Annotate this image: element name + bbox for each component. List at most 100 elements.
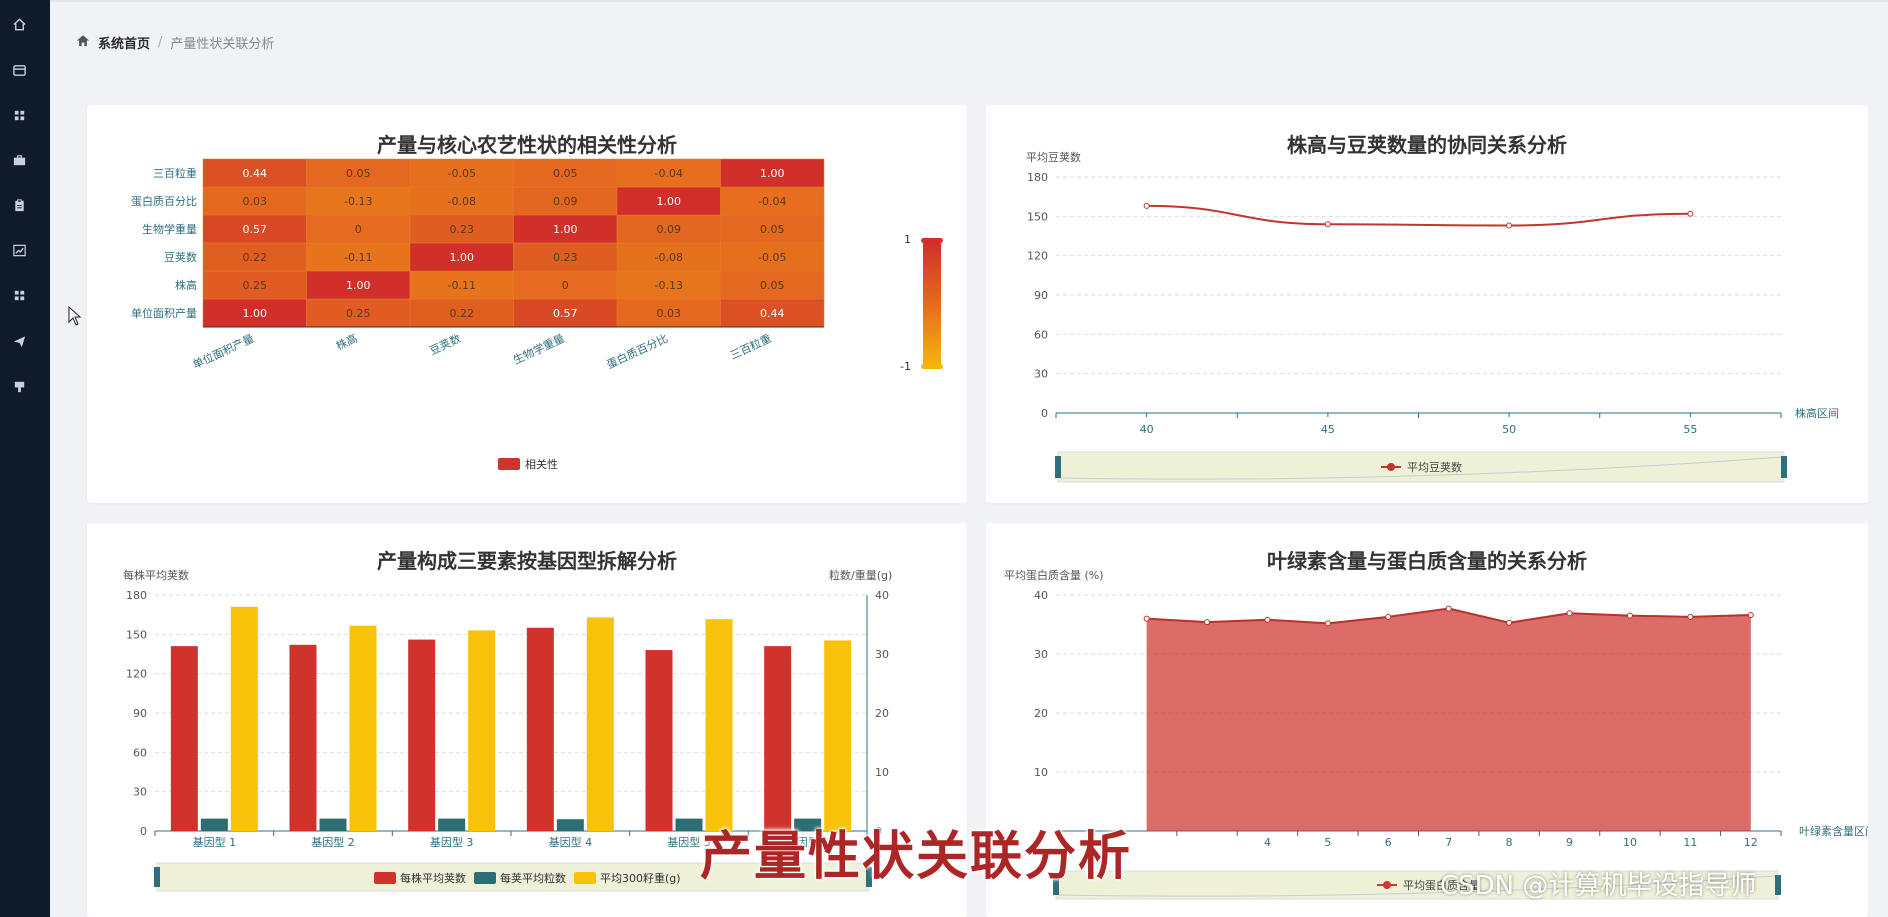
heatmap-cell-label: 1.00 — [450, 251, 475, 264]
line-x-tick: 55 — [1683, 423, 1697, 436]
bar-series-2 — [706, 619, 733, 831]
clipboard-icon[interactable] — [8, 194, 30, 216]
watermark: CSDN @计算机毕设指导师 — [1440, 865, 1756, 902]
heatmap-cell-label: -0.04 — [655, 167, 683, 180]
line-x-axis-label: 株高区间 — [1795, 406, 1839, 420]
sidebar — [0, 0, 50, 917]
bar-y-tick-left: 90 — [133, 707, 147, 720]
area-y-axis-label: 平均蛋白质含量 (%) — [1004, 568, 1104, 582]
visual-map-min: -1 — [900, 360, 911, 373]
area-x-axis-label: 叶绿素含量区间 — [1799, 824, 1868, 838]
line-chart-icon[interactable] — [8, 239, 30, 261]
bar-y-tick-left: 60 — [133, 746, 147, 759]
line-zoom-handle-right — [1781, 456, 1787, 478]
heatmap-x-label: 生物学重量 — [511, 331, 567, 367]
heatmap-cell-label: -0.08 — [655, 251, 683, 264]
heatmap-cell-label: 0.25 — [243, 279, 268, 292]
area-point — [1446, 606, 1451, 611]
line-y-tick: 60 — [1034, 328, 1048, 341]
heatmap-cell-label: 0.09 — [657, 223, 682, 236]
area-x-tick: 4 — [1264, 836, 1271, 849]
heatmap-y-label: 豆荚数 — [164, 250, 197, 264]
area-point — [1567, 611, 1572, 616]
line-legend-marker — [1387, 463, 1395, 471]
area-x-tick: 11 — [1683, 836, 1697, 849]
heatmap-x-label: 单位面积产量 — [190, 331, 256, 372]
heatmap-cell-label: 1.00 — [243, 307, 268, 320]
mouse-cursor-icon — [68, 306, 82, 330]
bar-y-axis-label-right: 粒数/重量(g) — [829, 568, 892, 582]
heatmap-cell-label: -0.13 — [344, 195, 372, 208]
bar-x-tick: 基因型 3 — [430, 835, 474, 849]
bar-series-0 — [290, 645, 317, 831]
home-icon[interactable] — [8, 13, 30, 35]
area-y-tick: 20 — [1034, 707, 1048, 720]
line-point — [1507, 223, 1512, 228]
area-fill — [1147, 609, 1751, 831]
breadcrumb-separator: / — [158, 35, 162, 50]
bar-series-0 — [171, 646, 198, 831]
heatmap-y-label: 蛋白质百分比 — [131, 194, 197, 208]
bar-legend-label-1: 每荚平均粒数 — [500, 871, 566, 885]
bar-series-1 — [676, 819, 703, 831]
line-legend-label: 平均豆荚数 — [1407, 460, 1462, 474]
area-point — [1265, 617, 1270, 622]
area-zoom-handle-right — [1775, 875, 1781, 895]
area-point — [1627, 613, 1632, 618]
area-legend-marker — [1383, 881, 1391, 889]
bar-y-tick-right: 10 — [875, 766, 889, 779]
line-point — [1688, 211, 1693, 216]
heatmap-cell-label: -0.13 — [655, 279, 683, 292]
breadcrumb-home[interactable]: 系统首页 — [98, 33, 150, 52]
heatmap-cell-label: 0.25 — [346, 307, 371, 320]
area-point — [1205, 620, 1210, 625]
grid-icon[interactable] — [8, 104, 30, 126]
bar-series-2 — [231, 607, 258, 831]
home-icon[interactable] — [76, 34, 90, 51]
heatmap-cell-label: 0 — [562, 279, 569, 292]
line-y-tick: 180 — [1027, 171, 1048, 184]
heatmap-y-label: 单位面积产量 — [131, 306, 197, 320]
area-point — [1748, 613, 1753, 618]
heatmap-cell-label: 0.03 — [243, 195, 268, 208]
heatmap-x-label: 蛋白质百分比 — [604, 331, 670, 372]
area-point — [1688, 614, 1693, 619]
bar-series-1 — [438, 819, 465, 831]
heatmap-chart[interactable]: 1.00 0.25 0.22 0.57 0.03 0.44 0.25 1.00 -0.11 0 -0… — [87, 105, 967, 503]
bar-y-tick-left: 120 — [126, 668, 147, 681]
briefcase-icon[interactable] — [8, 149, 30, 171]
line-y-tick: 120 — [1027, 250, 1048, 263]
line-card: 株高与豆荚数量的协同关系分析 0 30 60 90 120 150 180 40 45 50 55 平… — [986, 105, 1868, 503]
line-y-tick: 90 — [1034, 289, 1048, 302]
line-x-tick: 45 — [1321, 423, 1335, 436]
visual-map-max: 1 — [904, 233, 911, 246]
area-x-tick: 9 — [1566, 836, 1573, 849]
area-x-tick: 10 — [1623, 836, 1637, 849]
bar-x-tick: 基因型 4 — [549, 835, 593, 849]
line-series-path — [1147, 206, 1691, 226]
line-point — [1144, 203, 1149, 208]
heatmap-y-label: 三百粒重 — [153, 166, 197, 180]
bar-legend-label-2: 平均300籽重(g) — [600, 871, 681, 885]
bar-legend-swatch-2 — [574, 872, 596, 884]
bar-series-2 — [824, 640, 851, 831]
bar-y-tick-right: 30 — [875, 648, 889, 661]
bar-x-tick: 基因型 1 — [193, 835, 237, 849]
heatmap-legend-label: 相关性 — [525, 457, 558, 471]
window-icon[interactable] — [8, 59, 30, 81]
heatmap-cell-label: -0.04 — [758, 195, 786, 208]
bar-series-0 — [527, 628, 554, 831]
heatmap-x-label: 三百粒重 — [728, 331, 774, 362]
stamp-icon[interactable] — [8, 375, 30, 397]
send-icon[interactable] — [8, 330, 30, 352]
bar-y-tick-left: 0 — [140, 825, 147, 838]
bar-y-tick-left: 180 — [126, 589, 147, 602]
bar-legend-label-0: 每株平均荚数 — [400, 871, 466, 885]
apps-icon[interactable] — [8, 284, 30, 306]
breadcrumb-current: 产量性状关联分析 — [170, 33, 274, 52]
heatmap-cell-label: 0 — [355, 223, 362, 236]
heatmap-cell-label: 0.05 — [553, 167, 578, 180]
visual-map-handle-bottom — [921, 364, 943, 369]
heatmap-cell-label: -0.05 — [758, 251, 786, 264]
